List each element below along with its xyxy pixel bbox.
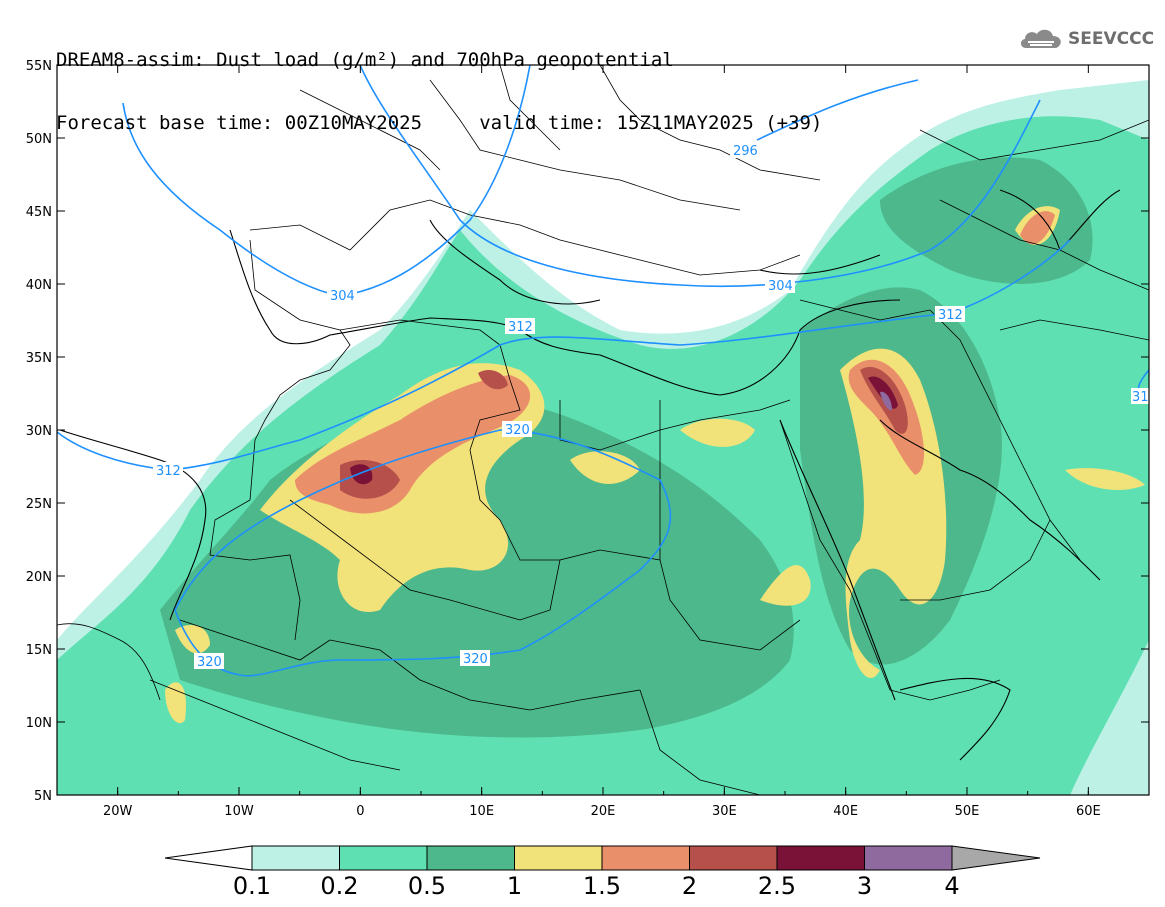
lon-label: 40E xyxy=(833,804,858,819)
lon-label: 10E xyxy=(469,804,494,819)
lat-label: 10N xyxy=(26,716,52,731)
colorbar-swatch xyxy=(426,845,515,871)
dust-band-1-libya xyxy=(570,451,640,484)
lon-label: 0 xyxy=(356,804,364,819)
colorbar-label: 2 xyxy=(682,872,697,900)
logo-text: SEEVCCC xyxy=(1068,29,1155,49)
contour-label-312a: 312 xyxy=(508,320,533,335)
dust-band-3-iraq xyxy=(880,391,892,411)
lon-label: 30E xyxy=(712,804,737,819)
dust-band-1-sudan xyxy=(760,565,811,606)
colorbar-label: 0.1 xyxy=(233,872,271,900)
colorbar-swatch xyxy=(864,845,953,871)
lon-label: 20E xyxy=(591,804,616,819)
colorbar-label: 2.5 xyxy=(758,872,796,900)
lon-label: 60E xyxy=(1076,804,1101,819)
colorbar-swatch xyxy=(339,845,428,871)
colorbar-label: 1 xyxy=(507,872,522,900)
map-title: DREAM8-assim: Dust load (g/m²) and 700hP… xyxy=(56,8,822,155)
longitude-labels: 20W 10W 0 10E 20E 30E 40E 50E 60E xyxy=(103,804,1101,819)
lat-label: 45N xyxy=(26,205,52,220)
colorbar-label: 0.5 xyxy=(408,872,446,900)
colorbar-label: 4 xyxy=(944,872,959,900)
country-borders xyxy=(57,65,1149,795)
contour-label-320c: 320 xyxy=(463,652,488,667)
title-line-1: DREAM8-assim: Dust load (g/m²) and 700hP… xyxy=(56,49,674,71)
latitude-labels: 55N 50N 45N 40N 35N 30N 25N 20N 15N 10N 5N xyxy=(26,59,52,804)
cloud-icon xyxy=(1020,29,1061,48)
axis-ticks xyxy=(56,64,1150,796)
colorbar-swatch xyxy=(689,845,778,871)
contour-label-320b: 320 xyxy=(197,655,222,670)
contour-label-296: 296 xyxy=(733,144,758,159)
contour-label-312b: 312 xyxy=(938,308,963,323)
contour-label-320a: 320 xyxy=(505,423,530,438)
contour-label-31: 31 xyxy=(1132,390,1149,405)
colorbar-label: 1.5 xyxy=(583,872,621,900)
contour-labels: 296 304 304 312 312 312 320 320 320 31 xyxy=(153,142,1149,670)
title-line-2: Forecast base time: 00Z10MAY2025 valid t… xyxy=(56,112,823,134)
colorbar-swatch xyxy=(251,845,340,871)
lat-label: 30N xyxy=(26,424,52,439)
dust-band-2-tun xyxy=(478,370,508,390)
lat-label: 40N xyxy=(26,278,52,293)
dust-band-1.5-kaz xyxy=(1020,211,1055,245)
contour-label-304b: 304 xyxy=(768,279,793,294)
contour-label-304a: 304 xyxy=(330,289,355,304)
dust-band-1-wa xyxy=(175,625,210,654)
colorbar-swatch xyxy=(776,845,865,871)
colorbar-left-arrow xyxy=(164,845,253,871)
colorbar-label: 3 xyxy=(857,872,872,900)
dust-band-0.5-ne xyxy=(880,157,1093,284)
dust-band-1-egypt xyxy=(680,418,755,447)
colorbar-right-arrow xyxy=(951,845,1041,871)
lat-label: 15N xyxy=(26,643,52,658)
dust-band-2.5 xyxy=(350,464,373,485)
dust-field xyxy=(57,65,1149,795)
contour-label-312c: 312 xyxy=(156,464,181,479)
lon-label: 10W xyxy=(224,804,254,819)
lat-label: 5N xyxy=(34,789,52,804)
lon-label: 50E xyxy=(955,804,980,819)
lat-label: 35N xyxy=(26,351,52,366)
lat-label: 20N xyxy=(26,570,52,585)
colorbar-swatch xyxy=(514,845,603,871)
lat-label: 25N xyxy=(26,497,52,512)
lat-label: 55N xyxy=(26,59,52,74)
seevccc-logo: SEEVCCC xyxy=(1018,26,1154,52)
colorbar-label: 0.2 xyxy=(320,872,358,900)
colorbar-swatch xyxy=(601,845,690,871)
dust-band-1-gulf xyxy=(1065,468,1145,490)
lat-label: 50N xyxy=(26,132,52,147)
lon-label: 20W xyxy=(103,804,133,819)
colorbar: 0.1 0.2 0.5 1 1.5 2 2.5 3 4 xyxy=(164,845,1041,900)
dust-band-1.5-iraq xyxy=(848,359,925,475)
